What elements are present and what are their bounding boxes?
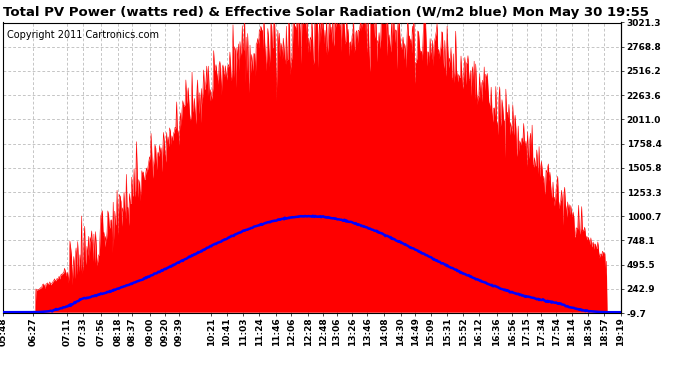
- Text: Copyright 2011 Cartronics.com: Copyright 2011 Cartronics.com: [6, 30, 159, 40]
- Text: Total PV Power (watts red) & Effective Solar Radiation (W/m2 blue) Mon May 30 19: Total PV Power (watts red) & Effective S…: [3, 6, 649, 19]
